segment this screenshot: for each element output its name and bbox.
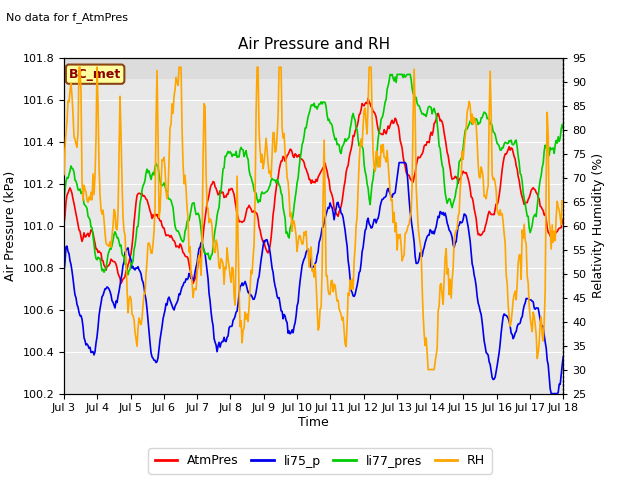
Y-axis label: Relativity Humidity (%): Relativity Humidity (%) <box>592 153 605 298</box>
X-axis label: Time: Time <box>298 416 329 429</box>
Text: No data for f_AtmPres: No data for f_AtmPres <box>6 12 129 23</box>
Title: Air Pressure and RH: Air Pressure and RH <box>237 37 390 52</box>
Legend: AtmPres, li75_p, li77_pres, RH: AtmPres, li75_p, li77_pres, RH <box>148 448 492 474</box>
Y-axis label: Air Pressure (kPa): Air Pressure (kPa) <box>4 170 17 281</box>
Bar <box>64 58 563 79</box>
Text: BC_met: BC_met <box>69 68 121 81</box>
